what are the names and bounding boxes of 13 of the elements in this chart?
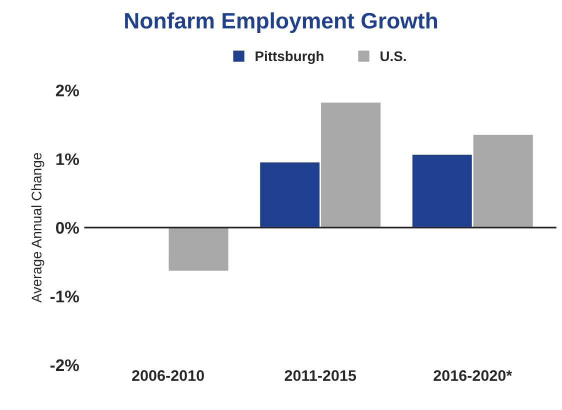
x-tick-label: 2016-2020* [434, 370, 512, 381]
legend-label: U.S. [380, 51, 406, 62]
y-tick-label: 0% [56, 222, 79, 234]
chart-title: Nonfarm Employment Growth [125, 12, 438, 34]
bar [167, 226, 230, 272]
y-tick-label: 2% [56, 84, 79, 96]
y-tick-label: 1% [56, 153, 79, 166]
legend-label: Pittsburgh [256, 50, 324, 64]
y-tick-label: -1% [50, 290, 79, 302]
y-tick-label: -2% [50, 359, 79, 372]
x-tick-label: 2006-2010 [132, 370, 204, 381]
y-axis-title: Average Annual Change [31, 152, 44, 303]
x-tick-label: 2011-2015 [284, 370, 356, 381]
